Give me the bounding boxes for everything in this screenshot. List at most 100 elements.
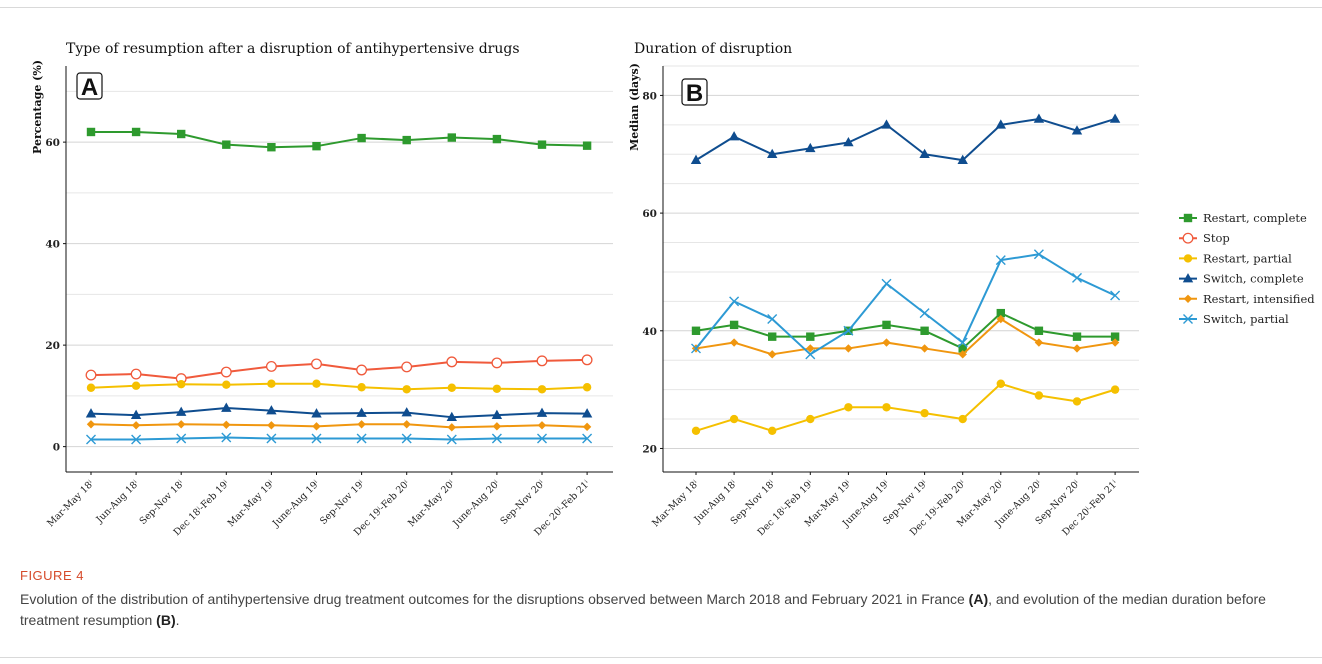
panel-a-series-switch-partial-point bbox=[311, 433, 322, 444]
legend-item-switch-partial-label: Switch, partial bbox=[1203, 312, 1289, 326]
panel-a-series-stop-point bbox=[401, 361, 413, 373]
panel-a-series-stop-point bbox=[581, 354, 593, 366]
panel-a-tag: A bbox=[76, 72, 103, 101]
legend-item-restart-complete-label: Restart, complete bbox=[1203, 211, 1307, 225]
panel-a-x-tick-label: Sep-Nov 19ⁱ bbox=[318, 478, 367, 527]
panel-a-series-restart-partial-point bbox=[222, 380, 231, 389]
panel-b-series-switch-partial bbox=[691, 249, 1121, 360]
panel-a-series-stop-point bbox=[356, 364, 368, 376]
legend-item-stop: Stop bbox=[1179, 231, 1230, 245]
panel-a-series-restart-partial-line bbox=[90, 382, 588, 391]
caption-part-2: , and evolution of the median duration b… bbox=[20, 591, 1266, 628]
panel-a-x-tick-label: Mar-May 20ⁱ bbox=[406, 478, 457, 529]
figure-caption: FIGURE 4 Evolution of the distribution o… bbox=[20, 568, 1310, 631]
panel-b-series-switch-complete-point bbox=[1033, 113, 1045, 123]
panel-a-series-restart-complete-point bbox=[131, 127, 141, 137]
panel-a-series-restart-intensified-point bbox=[537, 421, 547, 430]
panel-b-series-switch-complete-point bbox=[728, 131, 740, 141]
panel-a-series-stop-point bbox=[85, 369, 97, 381]
panel-a-series-restart-partial-point bbox=[582, 383, 592, 392]
panel-b-series-restart-partial-point bbox=[996, 379, 1005, 388]
panel-a-series-restart-partial-point bbox=[267, 379, 276, 388]
bottom-border bbox=[0, 657, 1322, 658]
panel-b-series-switch-complete-point bbox=[805, 142, 816, 153]
legend-item-restart-intensified-swatch-marker bbox=[1183, 294, 1193, 303]
panel-b-series-switch-partial-point bbox=[691, 343, 701, 354]
panel-a-gridlines bbox=[66, 90, 613, 448]
legend-item-restart-complete-swatch-marker bbox=[1183, 213, 1193, 223]
panel-a-series-restart-complete-point bbox=[86, 127, 96, 137]
panel-b-tag-label: B bbox=[686, 80, 703, 107]
panel-a-series-switch-partial-point bbox=[446, 434, 457, 445]
panel-b-series-restart-complete-point bbox=[1110, 332, 1120, 341]
panel-b-series-restart-complete-point bbox=[768, 332, 777, 341]
panel-b-series-restart-complete-point bbox=[1034, 326, 1044, 335]
panel-a-y-axis-label: Percentage (%) bbox=[31, 60, 44, 154]
legend-item-stop-label: Stop bbox=[1203, 231, 1230, 245]
panel-a-series-restart-complete-point bbox=[402, 135, 411, 145]
panel-b-series-switch-complete-point bbox=[881, 119, 892, 129]
panel-b-series-switch-complete-point bbox=[1109, 113, 1121, 123]
panel-a-series-switch-partial-point bbox=[266, 433, 277, 444]
panel-a-series-restart-complete-point bbox=[177, 129, 186, 139]
panel-b-series-restart-intensified-point bbox=[806, 344, 815, 353]
panel-b-series-switch-complete-point bbox=[919, 148, 930, 159]
panel-b-series-restart-partial-point bbox=[1072, 397, 1082, 406]
panel-b-series-restart-partial-point bbox=[1110, 385, 1120, 394]
panel-a-title: Type of resumption after a disruption of… bbox=[66, 41, 520, 57]
panel-b: Duration of disruption Median (days) 20 4… bbox=[628, 41, 1139, 538]
panel-b-series-switch-complete-point bbox=[767, 148, 778, 159]
panel-a-series-restart-intensified-point bbox=[357, 420, 366, 429]
panel-b-y-tick-label: 60 bbox=[642, 208, 657, 220]
panel-a-series-restart-complete-point bbox=[267, 143, 276, 152]
panel-b-series-switch-partial-line bbox=[695, 253, 1116, 356]
panel-b-series-switch-complete bbox=[690, 113, 1121, 164]
panel-a-x-tick-label: Sep-Nov 18ⁱ bbox=[138, 478, 187, 527]
panel-a-series-restart-intensified-point bbox=[492, 422, 502, 431]
panel-b-series-restart-complete-point bbox=[920, 326, 929, 335]
panel-a-series-restart-intensified-point bbox=[582, 422, 592, 432]
panel-a-series-switch-complete-point bbox=[130, 409, 142, 419]
panel-b-series-restart-intensified-point bbox=[920, 344, 929, 353]
panel-a-series-switch-partial-point bbox=[356, 433, 367, 444]
panel-a-series-switch-partial-point bbox=[582, 433, 593, 444]
panel-a-series-switch-partial-line bbox=[91, 436, 588, 441]
panel-a-series-switch-partial bbox=[86, 432, 593, 445]
panel-a-series-restart-intensified-point bbox=[222, 420, 231, 430]
legend-item-switch-complete: Switch, complete bbox=[1179, 272, 1304, 286]
panel-b-series-restart-partial-point bbox=[882, 403, 891, 412]
panel-a-series-restart-intensified bbox=[86, 420, 592, 432]
legend-item-stop-swatch-marker bbox=[1182, 232, 1194, 244]
panel-a-series-restart-intensified-point bbox=[312, 422, 321, 431]
panel-b-axes bbox=[662, 66, 1139, 473]
panel-a-x-tick-label: Sep-Nov 20ⁱ bbox=[498, 478, 547, 527]
panel-a-series-stop-point bbox=[491, 357, 503, 369]
panel-a-series-switch-partial-point bbox=[131, 434, 142, 445]
panel-a-series-switch-complete-point bbox=[356, 407, 367, 417]
caption-ref-a: (A) bbox=[968, 591, 989, 607]
panel-a-series-switch-complete-point bbox=[446, 411, 457, 421]
panel-b-series bbox=[690, 113, 1121, 436]
panel-b-series-restart-intensified-point bbox=[996, 314, 1005, 324]
panel-a-series-stop-point bbox=[220, 366, 232, 378]
panel-b-series-restart-complete-line bbox=[695, 312, 1116, 350]
panel-a-series-restart-complete-point bbox=[492, 134, 502, 144]
legend-item-switch-complete-label: Switch, complete bbox=[1203, 272, 1304, 286]
panel-a-series-restart-complete-point bbox=[222, 140, 231, 149]
panel-b-series-switch-partial-point bbox=[881, 278, 892, 289]
panel-a-series-restart-partial bbox=[86, 379, 592, 394]
panel-a-series-switch-partial-point bbox=[86, 434, 96, 445]
panel-a-y-tick-label: 40 bbox=[45, 239, 60, 251]
legend-item-restart-partial-swatch-marker bbox=[1183, 254, 1193, 263]
panel-b-series-restart-partial-point bbox=[691, 426, 701, 436]
panel-b-series-switch-partial-point bbox=[805, 349, 816, 360]
panel-a-series-switch-complete-point bbox=[176, 406, 187, 416]
panel-a-y-tick-label: 0 bbox=[53, 442, 60, 454]
panel-b-series-restart-complete-point bbox=[806, 332, 815, 341]
panel-a-y-tick-label: 60 bbox=[45, 137, 60, 149]
caption-part-1: Evolution of the distribution of antihyp… bbox=[20, 591, 969, 607]
panel-a-series-restart-partial-point bbox=[492, 384, 502, 393]
panel-b-series-switch-complete-line bbox=[695, 117, 1116, 162]
